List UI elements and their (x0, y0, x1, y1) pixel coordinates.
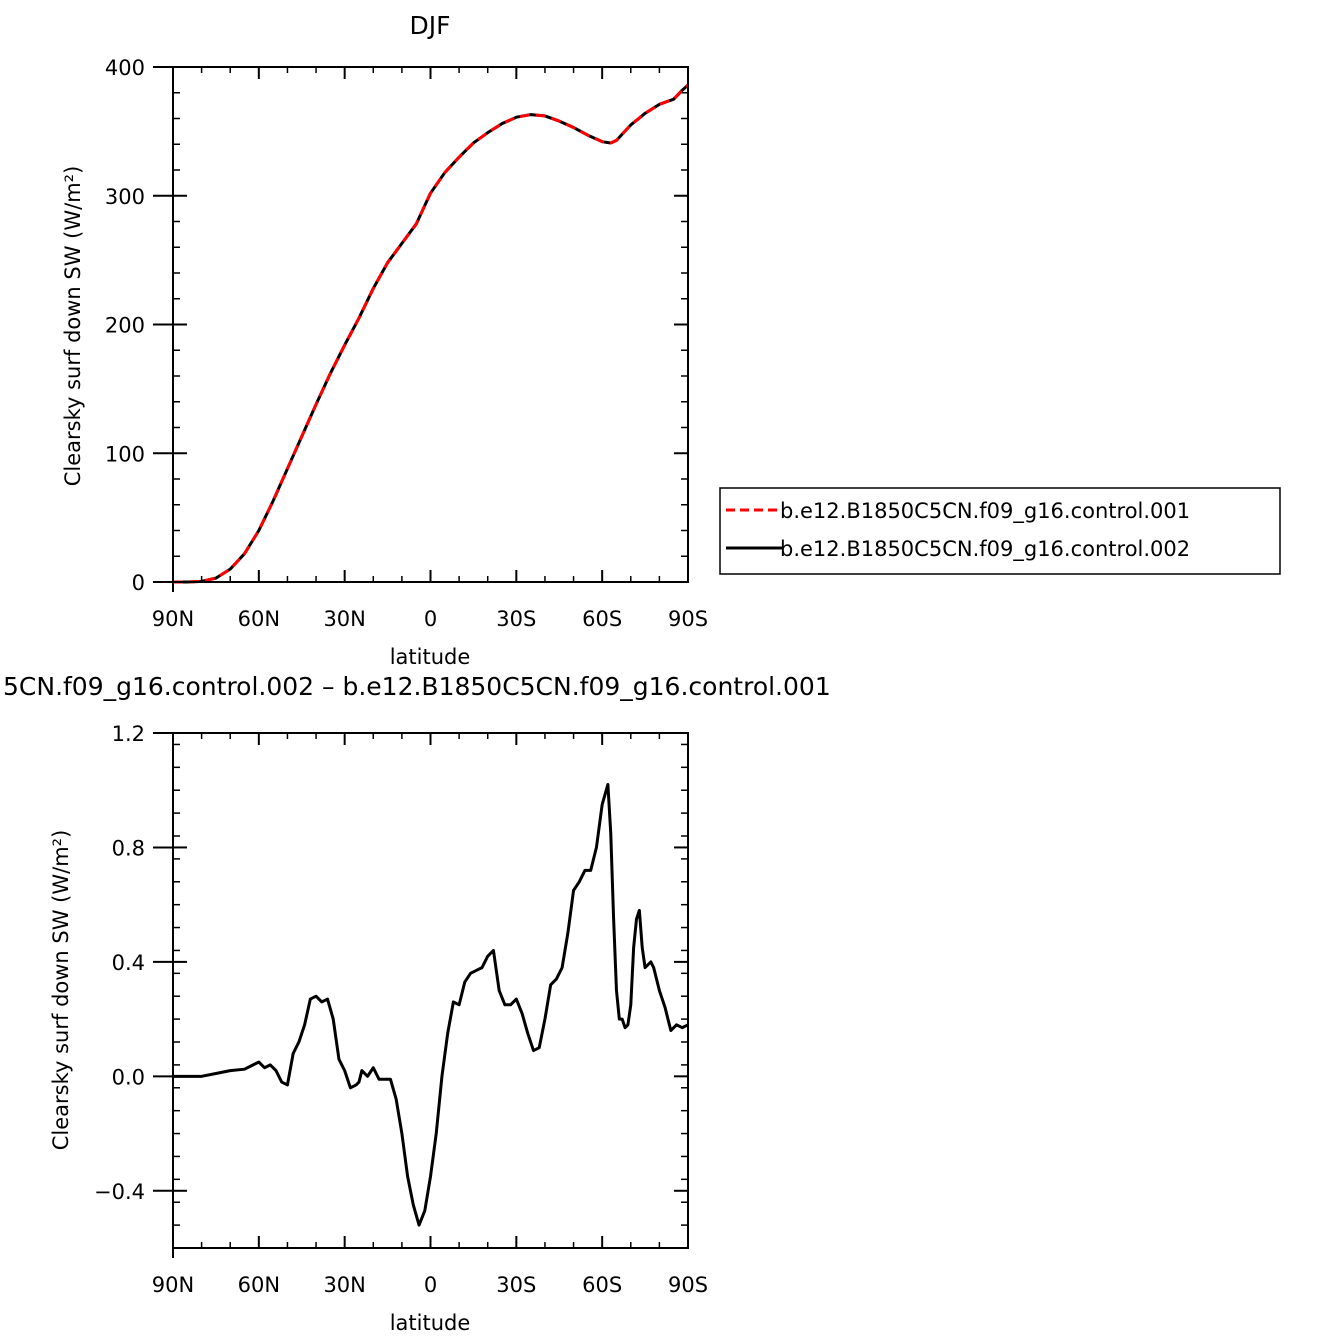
y-tick-label: 300 (105, 185, 145, 209)
x-tick-label: 30S (496, 607, 536, 631)
legend-box (719, 487, 1281, 575)
bottom-chart-y-axis-label: Clearsky surf down SW (W/m²) (49, 830, 73, 1151)
x-tick-label: 90S (668, 607, 708, 631)
x-tick-label: 90N (152, 607, 194, 631)
x-tick-label: 30N (323, 1273, 365, 1297)
legend-label-series-2: b.e12.B1850C5CN.f09_g16.control.002 (780, 537, 1190, 562)
top-chart-title: DJF (409, 11, 450, 40)
top-chart-panel: DJF Clearsky surf down SW (W/m²) latitud… (61, 11, 708, 669)
difference-line (173, 783, 689, 1227)
y-tick-label: 0 (132, 571, 145, 595)
top-chart-frame (172, 66, 689, 583)
top-chart-y-axis-label: Clearsky surf down SW (W/m²) (61, 166, 85, 487)
bottom-chart-ticks (153, 732, 689, 1258)
x-tick-label: 0 (424, 1273, 437, 1297)
y-tick-label: 0.4 (112, 951, 145, 975)
legend: b.e12.B1850C5CN.f09_g16.control.001 b.e1… (719, 487, 1281, 575)
y-tick-label: 1.2 (112, 722, 145, 746)
bottom-chart-series (173, 783, 689, 1227)
x-tick-label: 30S (496, 1273, 536, 1297)
top-chart-ticks (153, 66, 689, 592)
y-tick-label: 200 (105, 314, 145, 338)
y-tick-label: 400 (105, 56, 145, 80)
series-line-1 (173, 83, 690, 584)
y-tick-label: 0.8 (112, 836, 145, 860)
bottom-chart-tick-labels: 90N 60N 30N 0 30S 60S 90S −0.4 0.0 0.4 0.8 1.2 (94, 722, 708, 1297)
x-tick-label: 60S (582, 1273, 622, 1297)
legend-label-series-1: b.e12.B1850C5CN.f09_g16.control.001 (780, 499, 1190, 524)
x-tick-label: 60N (238, 607, 280, 631)
bottom-chart-panel: 5CN.f09_g16.control.002 – b.e12.B1850C5C… (3, 672, 831, 1335)
top-chart-x-axis-label: latitude (390, 645, 471, 669)
bottom-chart-frame (172, 732, 689, 1249)
y-tick-label: 100 (105, 442, 145, 466)
x-tick-label: 90N (152, 1273, 194, 1297)
series-line-2 (173, 83, 690, 584)
x-tick-label: 0 (424, 607, 437, 631)
x-tick-label: 60N (238, 1273, 280, 1297)
y-tick-label: 0.0 (112, 1065, 145, 1089)
x-tick-label: 30N (323, 607, 365, 631)
x-tick-label: 90S (668, 1273, 708, 1297)
bottom-chart-x-axis-label: latitude (390, 1311, 471, 1335)
x-tick-label: 60S (582, 607, 622, 631)
bottom-chart-title: 5CN.f09_g16.control.002 – b.e12.B1850C5C… (3, 672, 831, 701)
top-chart-series (173, 83, 690, 584)
top-chart-tick-labels: 90N 60N 30N 0 30S 60S 90S 0 100 200 300 400 (105, 56, 708, 631)
y-tick-label: −0.4 (94, 1180, 145, 1204)
